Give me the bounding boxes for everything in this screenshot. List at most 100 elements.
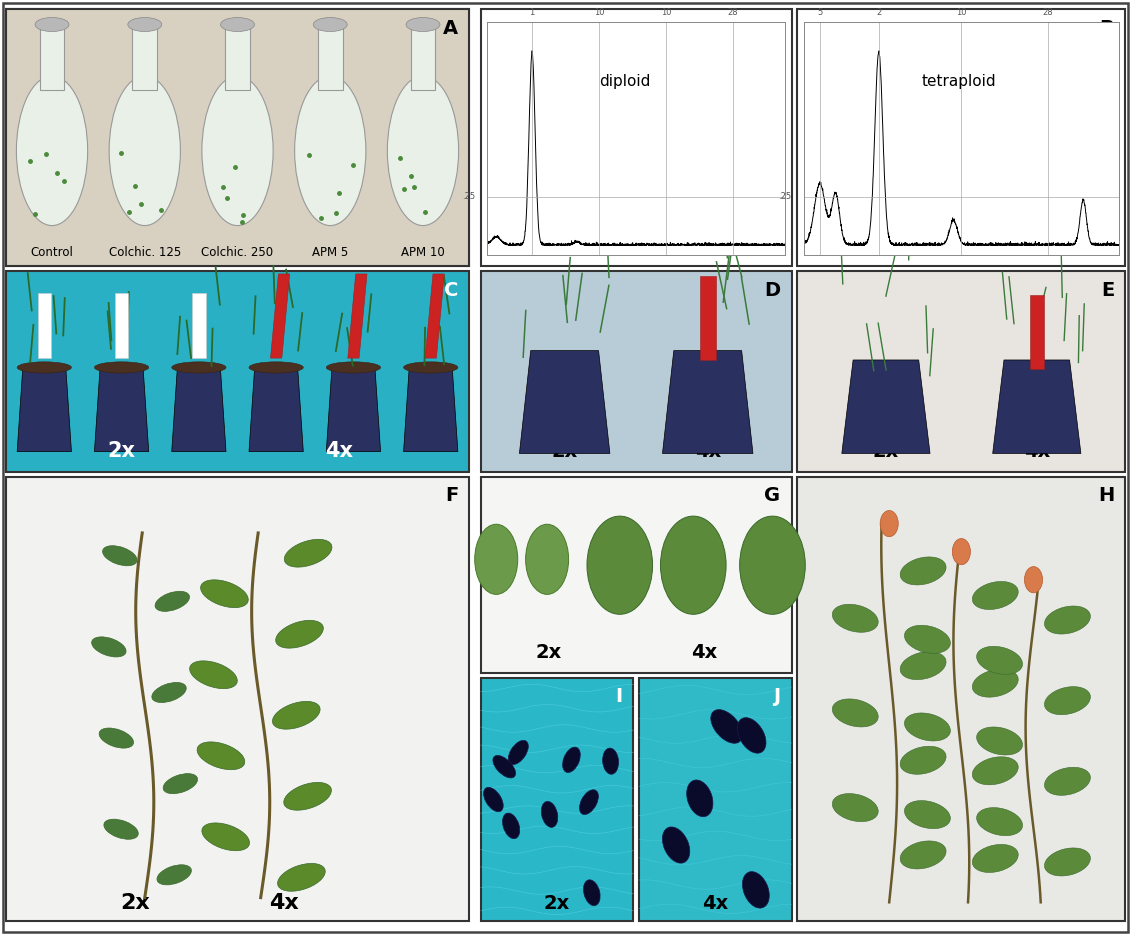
Ellipse shape	[155, 591, 190, 611]
Ellipse shape	[100, 728, 133, 748]
Bar	[700, 276, 716, 360]
Bar	[6, 9, 469, 266]
Ellipse shape	[284, 539, 333, 568]
Bar	[1030, 295, 1044, 369]
Text: 5: 5	[818, 7, 822, 17]
Ellipse shape	[661, 516, 726, 614]
Ellipse shape	[475, 525, 518, 595]
Text: APM 5: APM 5	[312, 246, 348, 259]
Ellipse shape	[900, 746, 947, 774]
Polygon shape	[425, 274, 444, 358]
Bar	[797, 271, 1125, 472]
Text: 2x: 2x	[873, 442, 899, 461]
Text: Colchic. 125: Colchic. 125	[109, 246, 181, 259]
Polygon shape	[172, 367, 226, 452]
Ellipse shape	[973, 756, 1018, 784]
Polygon shape	[519, 351, 610, 453]
Ellipse shape	[526, 525, 569, 595]
Text: 4x: 4x	[702, 895, 728, 913]
Ellipse shape	[905, 626, 950, 654]
Text: F: F	[444, 486, 458, 505]
Ellipse shape	[1044, 686, 1090, 714]
Text: 4x: 4x	[269, 894, 299, 913]
Ellipse shape	[387, 76, 459, 225]
Text: H: H	[1098, 486, 1114, 505]
Polygon shape	[993, 360, 1081, 453]
Ellipse shape	[92, 637, 126, 657]
Ellipse shape	[976, 727, 1022, 755]
Ellipse shape	[104, 819, 138, 840]
Ellipse shape	[163, 773, 198, 794]
Bar	[411, 24, 435, 90]
Ellipse shape	[313, 18, 347, 32]
Text: 2x: 2x	[121, 894, 150, 913]
Ellipse shape	[17, 362, 71, 373]
Ellipse shape	[579, 790, 598, 814]
Ellipse shape	[973, 844, 1018, 872]
Text: 10: 10	[661, 7, 671, 17]
Bar	[318, 24, 343, 90]
Text: C: C	[443, 280, 458, 299]
Ellipse shape	[16, 76, 87, 225]
Ellipse shape	[276, 620, 323, 648]
Text: 2x: 2x	[107, 441, 136, 461]
Bar	[481, 477, 792, 673]
Text: B: B	[1099, 19, 1114, 37]
Ellipse shape	[200, 580, 249, 608]
Bar	[797, 477, 1125, 921]
Ellipse shape	[1025, 567, 1043, 593]
Ellipse shape	[221, 18, 254, 32]
Bar	[115, 293, 128, 358]
Bar	[481, 271, 792, 472]
Bar	[132, 24, 157, 90]
Ellipse shape	[190, 661, 238, 689]
Ellipse shape	[737, 718, 766, 754]
Ellipse shape	[710, 710, 743, 743]
Text: Colchic. 250: Colchic. 250	[201, 246, 274, 259]
Text: 2x: 2x	[544, 895, 570, 913]
Bar	[6, 9, 469, 266]
Ellipse shape	[484, 787, 503, 812]
Text: 10: 10	[956, 7, 967, 17]
Ellipse shape	[201, 76, 274, 225]
Ellipse shape	[976, 646, 1022, 674]
Ellipse shape	[880, 511, 898, 537]
Text: 4x: 4x	[1024, 442, 1050, 461]
Text: 10: 10	[594, 7, 604, 17]
Polygon shape	[249, 367, 303, 452]
Polygon shape	[94, 367, 149, 452]
Ellipse shape	[35, 18, 69, 32]
Polygon shape	[347, 274, 366, 358]
Text: J: J	[774, 687, 780, 706]
Text: 2: 2	[877, 7, 881, 17]
Ellipse shape	[603, 748, 619, 774]
Polygon shape	[841, 360, 930, 453]
Bar	[37, 293, 51, 358]
Text: 4x: 4x	[691, 643, 718, 662]
Text: G: G	[765, 486, 780, 505]
Ellipse shape	[404, 362, 458, 373]
Polygon shape	[404, 367, 458, 452]
Ellipse shape	[587, 516, 653, 614]
Polygon shape	[663, 351, 753, 453]
Text: D: D	[765, 280, 780, 299]
Text: tetraploid: tetraploid	[922, 74, 996, 89]
Text: I: I	[615, 687, 622, 706]
Ellipse shape	[128, 18, 162, 32]
Ellipse shape	[562, 747, 580, 772]
Ellipse shape	[900, 557, 947, 585]
Ellipse shape	[832, 699, 879, 726]
Text: E: E	[1100, 280, 1114, 299]
Ellipse shape	[103, 546, 137, 566]
Ellipse shape	[832, 604, 879, 632]
Ellipse shape	[976, 808, 1022, 836]
Ellipse shape	[1044, 606, 1090, 634]
Text: 2x: 2x	[552, 442, 578, 461]
Ellipse shape	[284, 783, 331, 811]
Ellipse shape	[294, 76, 365, 225]
Ellipse shape	[172, 362, 226, 373]
Ellipse shape	[249, 362, 303, 373]
Ellipse shape	[152, 683, 187, 702]
Ellipse shape	[905, 713, 950, 741]
Ellipse shape	[201, 823, 250, 851]
